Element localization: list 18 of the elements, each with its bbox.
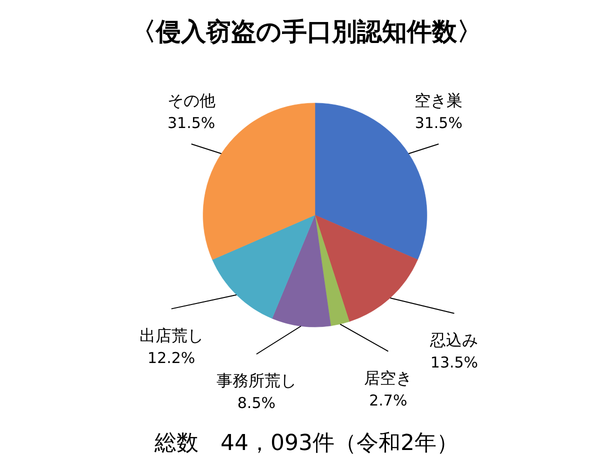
- data-label: 12.2%: [148, 348, 196, 367]
- pie-slice: [272, 214, 331, 328]
- data-label: 13.5%: [430, 353, 478, 372]
- data-label: 8.5%: [237, 394, 276, 412]
- pie-slice: [212, 214, 316, 319]
- slice-label: 事務所荒し: [216, 371, 296, 390]
- slice-label: 出店荒し: [139, 326, 204, 345]
- slice-label: 居空き: [364, 368, 412, 388]
- pie-slice: [314, 214, 418, 322]
- slice-label: 空き巣: [414, 90, 463, 110]
- chart-title: 〈侵入窃盗の手口別認知件数〉: [131, 17, 482, 46]
- pie-slice: [314, 214, 350, 326]
- data-label: 31.5%: [168, 114, 216, 132]
- data-label: 2.7%: [369, 391, 408, 410]
- data-label: 31.5%: [414, 114, 462, 132]
- slice-label: その他: [167, 90, 216, 110]
- slice-label: 忍込み: [429, 330, 478, 350]
- text: 総数 44，093件（令和2年）: [154, 431, 458, 456]
